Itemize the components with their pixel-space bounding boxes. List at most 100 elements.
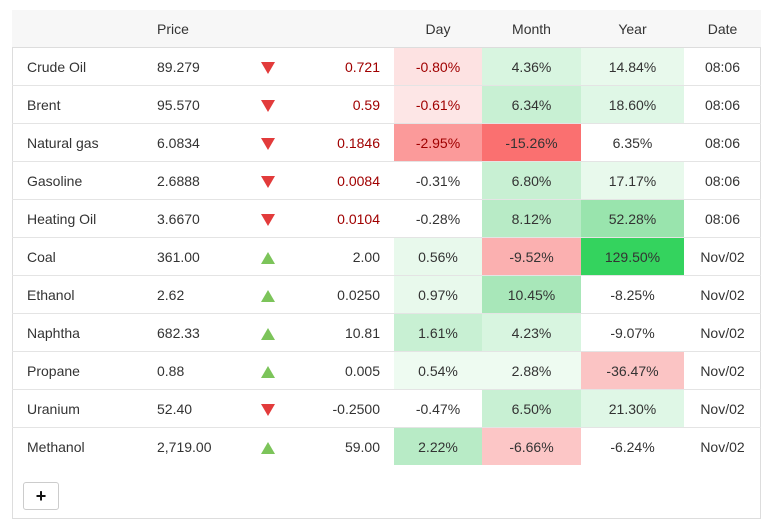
month-change-cell: 6.34% [482, 85, 581, 124]
col-header-day[interactable]: Day [394, 10, 482, 48]
date-cell: 08:06 [684, 85, 761, 124]
col-header-date[interactable]: Date [684, 10, 761, 48]
table-row[interactable]: Propane 0.88 0.005 0.54% 2.88% -36.47% Nov/02 [12, 351, 761, 390]
arrow-down-icon [261, 61, 275, 74]
year-change-cell: -36.47% [581, 351, 684, 390]
commodities-panel: Price Day Month Year Date Crude Oil 89.27… [12, 10, 761, 519]
arrow-down-icon [261, 175, 275, 188]
commodity-name[interactable]: Uranium [12, 389, 142, 428]
commodity-name[interactable]: Natural gas [12, 123, 142, 162]
change-cell: 0.0250 [294, 275, 394, 314]
commodity-name[interactable]: Naphtha [12, 313, 142, 352]
month-change-cell: 2.88% [482, 351, 581, 390]
date-cell: 08:06 [684, 199, 761, 238]
day-change-cell: -2.95% [394, 123, 482, 162]
price-cell: 89.279 [157, 58, 200, 75]
table-row[interactable]: Methanol 2,719.00 59.00 2.22% -6.66% -6.24% No… [12, 427, 761, 465]
table-row[interactable]: Heating Oil 3.6670 0.0104 -0.28% 8.12% 52.28%… [12, 199, 761, 238]
change-cell: 59.00 [294, 427, 394, 465]
arrow-down-icon [261, 213, 275, 226]
year-change-cell: 21.30% [581, 389, 684, 428]
commodity-name[interactable]: Coal [12, 237, 142, 276]
direction-cell [242, 351, 294, 390]
plus-icon: + [35, 486, 47, 506]
table-header-row: Price Day Month Year Date [12, 10, 761, 48]
change-cell: 0.0084 [294, 161, 394, 200]
add-row-button[interactable]: + [23, 482, 59, 510]
year-change-cell: -9.07% [581, 313, 684, 352]
table-body: Crude Oil 89.279 0.721 -0.80% 4.36% 14.84% 08:… [12, 47, 761, 465]
table-row[interactable]: Gasoline 2.6888 0.0084 -0.31% 6.80% 17.17% 08:… [12, 161, 761, 200]
commodities-table: Price Day Month Year Date Crude Oil 89.27… [12, 10, 761, 465]
date-cell: Nov/02 [684, 351, 761, 390]
year-change-cell: 52.28% [581, 199, 684, 238]
change-cell: 0.59 [294, 85, 394, 124]
direction-cell [242, 275, 294, 314]
date-cell: Nov/02 [684, 275, 761, 314]
change-cell: 0.0104 [294, 199, 394, 238]
date-cell: 08:06 [684, 123, 761, 162]
direction-cell [242, 48, 294, 86]
day-change-cell: -0.47% [394, 389, 482, 428]
commodity-name[interactable]: Gasoline [12, 161, 142, 200]
year-change-cell: 129.50% [581, 237, 684, 276]
year-change-cell: 6.35% [581, 123, 684, 162]
direction-cell [242, 85, 294, 124]
commodity-name[interactable]: Ethanol [12, 275, 142, 314]
table-row[interactable]: Naphtha 682.33 10.81 1.61% 4.23% -9.07% Nov/02 [12, 313, 761, 352]
col-header-arrow [242, 10, 294, 48]
col-header-year[interactable]: Year [581, 10, 684, 48]
table-row[interactable]: Uranium 52.40 -0.2500 -0.47% 6.50% 21.30% Nov/… [12, 389, 761, 428]
day-change-cell: 1.61% [394, 313, 482, 352]
arrow-up-icon [261, 289, 275, 302]
commodity-name[interactable]: Methanol [12, 427, 142, 465]
price-cell: 0.88 [142, 351, 242, 390]
table-row[interactable]: Natural gas 6.0834 0.1846 -2.95% -15.26% 6.35… [12, 123, 761, 162]
commodity-name[interactable]: Propane [12, 351, 142, 390]
year-change-cell: -8.25% [581, 275, 684, 314]
direction-cell [242, 199, 294, 238]
table-row[interactable]: Coal 361.00 2.00 0.56% -9.52% 129.50% Nov/02 [12, 237, 761, 276]
date-cell: Nov/02 [684, 389, 761, 428]
day-change-cell: 0.54% [394, 351, 482, 390]
commodity-name[interactable]: Brent [12, 85, 142, 124]
date-cell: 08:06 [684, 161, 761, 200]
month-change-cell: 4.36% [482, 47, 581, 86]
price-cell: 2.62 [142, 275, 242, 314]
table-row[interactable]: Brent 95.570 0.59 -0.61% 6.34% 18.60% 08:06 [12, 85, 761, 124]
change-cell: 10.81 [294, 313, 394, 352]
price-cell: 52.40 [142, 389, 242, 428]
change-cell: 0.1846 [294, 123, 394, 162]
arrow-up-icon [261, 365, 275, 378]
commodity-name[interactable]: Heating Oil [12, 199, 142, 238]
month-change-cell: 10.45% [482, 275, 581, 314]
table-row[interactable]: Crude Oil 89.279 0.721 -0.80% 4.36% 14.84% 08:… [12, 47, 761, 86]
price-cell: 95.570 [142, 85, 242, 124]
day-change-cell: -0.31% [394, 161, 482, 200]
table-row[interactable]: Ethanol 2.62 0.0250 0.97% 10.45% -8.25% Nov/02 [12, 275, 761, 314]
day-change-cell: 0.97% [394, 275, 482, 314]
month-change-cell: 6.80% [482, 161, 581, 200]
change-cell: 0.721 [344, 58, 380, 75]
commodity-name[interactable]: Crude Oil [27, 58, 87, 75]
col-header-change[interactable] [294, 10, 394, 48]
year-change-cell: 14.84% [581, 47, 684, 86]
direction-cell [242, 313, 294, 352]
col-header-name[interactable] [12, 10, 142, 48]
change-cell: -0.2500 [294, 389, 394, 428]
price-cell: 682.33 [142, 313, 242, 352]
price-cell: 2,719.00 [142, 427, 242, 465]
direction-cell [242, 123, 294, 162]
arrow-up-icon [261, 327, 275, 340]
direction-cell [242, 161, 294, 200]
direction-cell [242, 427, 294, 465]
price-cell: 6.0834 [142, 123, 242, 162]
month-change-cell: -6.66% [482, 427, 581, 465]
direction-cell [242, 389, 294, 428]
col-header-price[interactable]: Price [142, 10, 242, 48]
arrow-up-icon [261, 251, 275, 264]
col-header-month[interactable]: Month [482, 10, 581, 48]
month-change-cell: 4.23% [482, 313, 581, 352]
month-change-cell: 6.50% [482, 389, 581, 428]
date-cell: 08:06 [704, 58, 741, 75]
